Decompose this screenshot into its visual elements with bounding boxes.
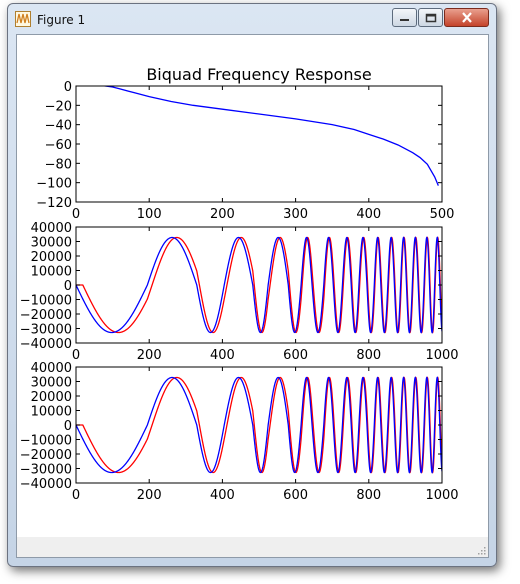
y-tick-label: −100: [36, 177, 72, 192]
y-tick-label: −40: [45, 119, 72, 134]
y-tick-label: −10000: [20, 434, 72, 449]
x-tick-label: 0: [72, 207, 80, 222]
x-tick-label: 0: [72, 488, 80, 503]
y-tick-label: −120: [36, 196, 72, 211]
y-tick-label: −40000: [20, 477, 72, 492]
close-icon: [461, 12, 472, 23]
x-tick-label: 300: [283, 207, 308, 222]
y-tick-label: 40000: [31, 361, 72, 376]
y-tick-label: 10000: [31, 265, 72, 280]
plot-title: Biquad Frequency Response: [146, 65, 371, 84]
x-tick-label: 400: [356, 207, 381, 222]
status-bar: [17, 537, 488, 557]
y-tick-label: −30000: [20, 463, 72, 478]
x-tick-label: 100: [137, 207, 162, 222]
title-bar[interactable]: Figure 1: [8, 4, 496, 34]
x-tick-label: 800: [356, 348, 381, 363]
resize-grip-icon[interactable]: [476, 545, 486, 555]
y-tick-label: 0: [64, 419, 72, 434]
y-tick-label: −10000: [20, 294, 72, 309]
y-tick-label: 10000: [31, 405, 72, 420]
maximize-button[interactable]: [418, 8, 443, 27]
y-tick-label: 0: [64, 80, 72, 95]
close-button[interactable]: [444, 8, 489, 27]
x-tick-label: 600: [283, 488, 308, 503]
y-tick-label: 0: [64, 279, 72, 294]
x-tick-label: 200: [210, 207, 235, 222]
series-line-1: [76, 376, 442, 474]
x-tick-label: 500: [430, 207, 455, 222]
x-tick-label: 400: [210, 488, 235, 503]
minimize-button[interactable]: [392, 8, 417, 27]
y-tick-label: −20000: [20, 308, 72, 323]
minimize-icon: [400, 19, 409, 21]
y-tick-label: 30000: [31, 376, 72, 391]
subplot-1: 0 100 200 300 400 500 0 −20 −40 −60 −80 −100 −120 Biq…: [36, 65, 454, 222]
series-line-1: [100, 86, 439, 186]
y-tick-label: 40000: [31, 221, 72, 236]
matplotlib-wave-icon: [15, 11, 31, 27]
series-line-2: [76, 376, 442, 474]
x-tick-label: 200: [137, 348, 162, 363]
subplot-3: 0 200 400 600 800 1000400003000020000100000−1…: [20, 361, 459, 503]
y-tick-label: −20: [45, 99, 72, 114]
y-tick-label: −20000: [20, 448, 72, 463]
axes-frame: [75, 85, 443, 203]
series-line-2: [76, 236, 442, 334]
y-tick-label: 20000: [31, 250, 72, 265]
x-tick-label: 400: [210, 348, 235, 363]
x-tick-label: 1000: [425, 488, 458, 503]
y-tick-label: −80: [45, 157, 72, 172]
x-tick-label: 800: [356, 488, 381, 503]
x-tick-label: 200: [137, 488, 162, 503]
x-tick-label: 1000: [425, 348, 458, 363]
y-tick-label: −30000: [20, 323, 72, 338]
window-title: Figure 1: [37, 13, 86, 27]
subplot-2: 0 200 400 600 800 1000400003000020000100000−1…: [20, 221, 459, 363]
y-tick-label: −40000: [20, 337, 72, 352]
maximize-icon: [425, 13, 436, 22]
y-tick-label: 30000: [31, 236, 72, 251]
y-tick-label: 20000: [31, 390, 72, 405]
y-tick-label: −60: [45, 138, 72, 153]
x-tick-label: 0: [72, 348, 80, 363]
series-line-1: [76, 236, 442, 334]
x-tick-label: 600: [283, 348, 308, 363]
